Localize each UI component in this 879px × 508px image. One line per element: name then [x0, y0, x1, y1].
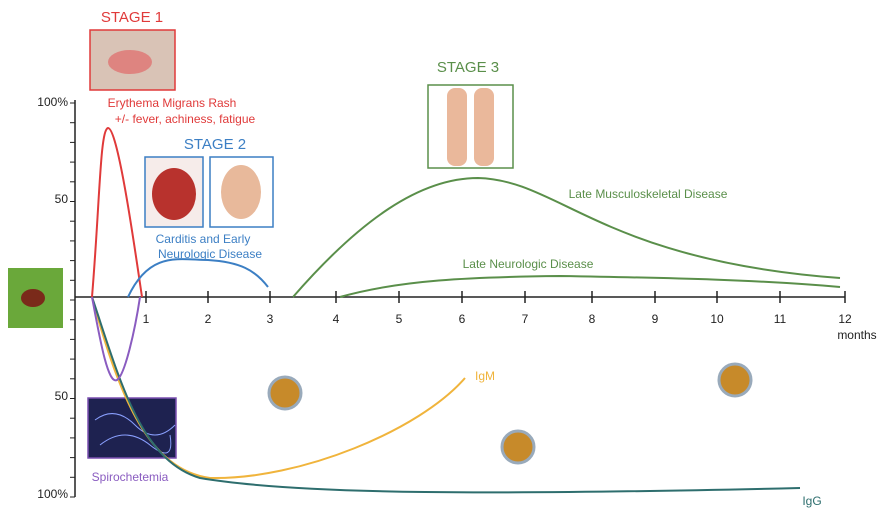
x-label: 6 — [459, 312, 466, 326]
x-label: 7 — [522, 312, 529, 326]
annotation: Spirochetemia — [92, 470, 169, 484]
x-label: 2 — [205, 312, 212, 326]
annotation: +/- fever, achiness, fatigue — [115, 112, 256, 126]
annotation: Carditis and Early — [156, 232, 251, 246]
neuro-curve — [340, 276, 840, 297]
y-minor-ticks — [70, 103, 75, 497]
curves — [92, 128, 840, 492]
x-label: 12 — [838, 312, 852, 326]
x-label: 9 — [652, 312, 659, 326]
y-label: 100% — [37, 487, 68, 501]
x-label: 11 — [774, 312, 787, 326]
knees-image — [428, 85, 513, 168]
x-label: 4 — [333, 312, 340, 326]
leg — [474, 88, 494, 166]
x-label: 8 — [589, 312, 596, 326]
bacteria-image — [502, 431, 534, 463]
igg-curve — [92, 297, 800, 492]
annotation: Erythema Migrans Rash — [108, 96, 237, 110]
y-label: 50 — [55, 192, 69, 206]
leg — [447, 88, 467, 166]
annotation: Late Neurologic Disease — [463, 257, 594, 271]
x-unit: months — [837, 328, 876, 342]
heart — [152, 168, 196, 220]
annotation: IgM — [475, 369, 495, 383]
stage-label: STAGE 1 — [101, 9, 163, 26]
msk-curve — [293, 178, 840, 297]
x-label: 5 — [396, 312, 403, 326]
annotation: Neurologic Disease — [158, 247, 262, 261]
bacteria-image — [269, 377, 301, 409]
y-label: 50 — [55, 389, 69, 403]
bacteria-image — [719, 364, 751, 396]
face — [221, 165, 261, 219]
y-label: 100% — [37, 95, 68, 109]
x-label: 10 — [710, 312, 724, 326]
stage-label: STAGE 3 — [437, 59, 499, 76]
annotation: IgG — [802, 494, 821, 508]
x-label: 3 — [267, 312, 274, 326]
stage2-curve — [128, 259, 268, 297]
tick — [21, 289, 45, 307]
annotation: Late Musculoskeletal Disease — [569, 187, 728, 201]
x-label: 1 — [143, 312, 150, 326]
stage-label: STAGE 2 — [184, 136, 246, 153]
rash-spot — [108, 50, 152, 74]
stage1-curve — [92, 128, 142, 297]
lyme-timeline: 123456789101112 STAGE 1 STAGE 2 STAGE 3 … — [0, 0, 879, 508]
